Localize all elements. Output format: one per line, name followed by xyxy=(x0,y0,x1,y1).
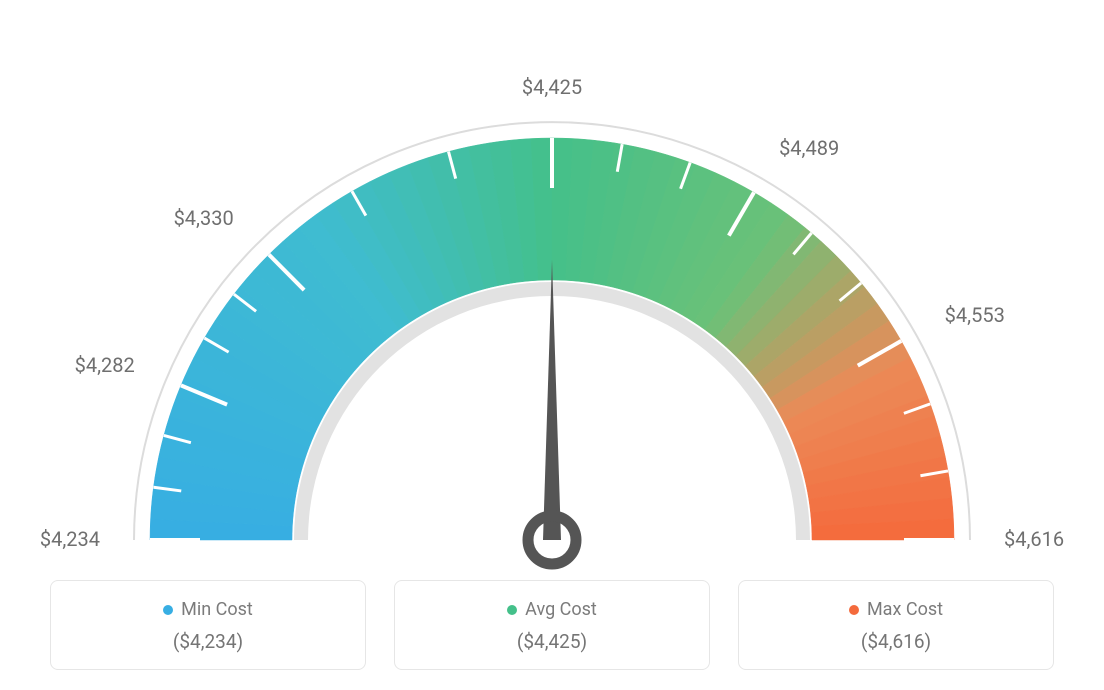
tick-label: $4,282 xyxy=(75,353,135,377)
tick-label: $4,330 xyxy=(174,206,234,230)
legend-title-min: Min Cost xyxy=(163,599,253,620)
dot-icon xyxy=(163,605,173,615)
tick-label: $4,553 xyxy=(945,303,1005,327)
dot-icon xyxy=(507,605,517,615)
tick-label: $4,616 xyxy=(1004,527,1064,551)
legend-title-max: Max Cost xyxy=(849,599,943,620)
legend-label: Min Cost xyxy=(181,599,253,620)
legend-card-avg: Avg Cost ($4,425) xyxy=(394,580,710,670)
gauge-needle xyxy=(543,260,561,540)
tick-label: $4,425 xyxy=(522,75,582,99)
legend-title-avg: Avg Cost xyxy=(507,599,597,620)
legend-row: Min Cost ($4,234) Avg Cost ($4,425) Max … xyxy=(50,580,1054,670)
tick-label: $4,234 xyxy=(40,527,100,551)
legend-value-min: ($4,234) xyxy=(61,630,355,653)
gauge-chart: $4,234 $4,282 $4,330 $4,425 $4,489 $4,553 $4,6… xyxy=(0,20,1104,580)
gauge-svg: $4,234 $4,282 $4,330 $4,425 $4,489 $4,553 $4,6… xyxy=(0,20,1104,580)
legend-value-max: ($4,616) xyxy=(749,630,1043,653)
dot-icon xyxy=(849,605,859,615)
tick-label: $4,489 xyxy=(779,136,839,160)
legend-value-avg: ($4,425) xyxy=(405,630,699,653)
legend-label: Avg Cost xyxy=(525,599,597,620)
legend-card-min: Min Cost ($4,234) xyxy=(50,580,366,670)
legend-card-max: Max Cost ($4,616) xyxy=(738,580,1054,670)
legend-label: Max Cost xyxy=(867,599,943,620)
